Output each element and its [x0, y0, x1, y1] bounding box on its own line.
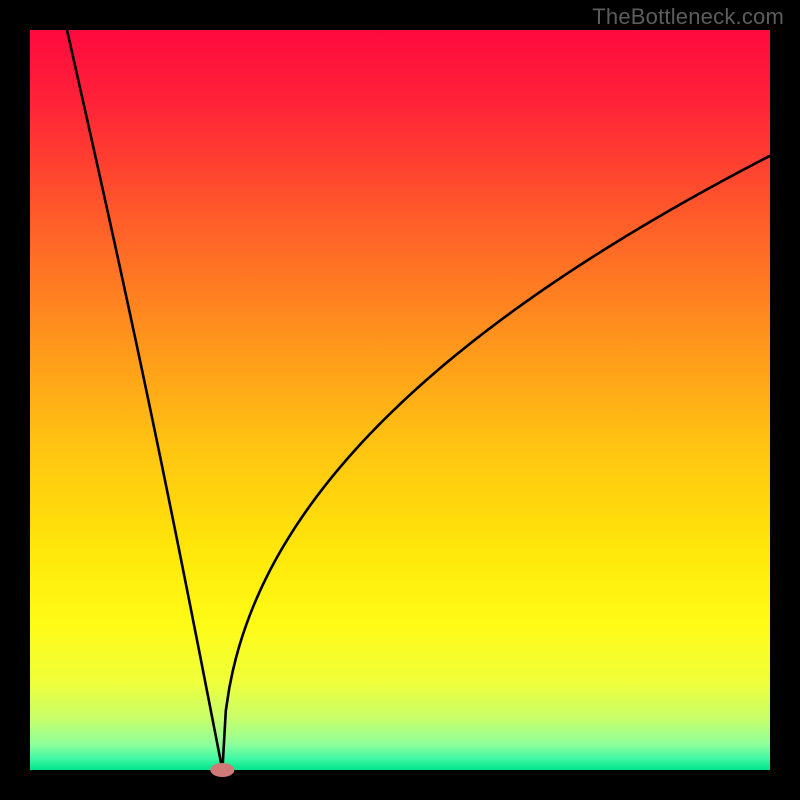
chart-svg	[0, 0, 800, 800]
watermark-text: TheBottleneck.com	[592, 4, 784, 30]
minimum-marker	[210, 763, 234, 777]
chart-container: TheBottleneck.com	[0, 0, 800, 800]
plot-gradient-background	[30, 30, 770, 770]
